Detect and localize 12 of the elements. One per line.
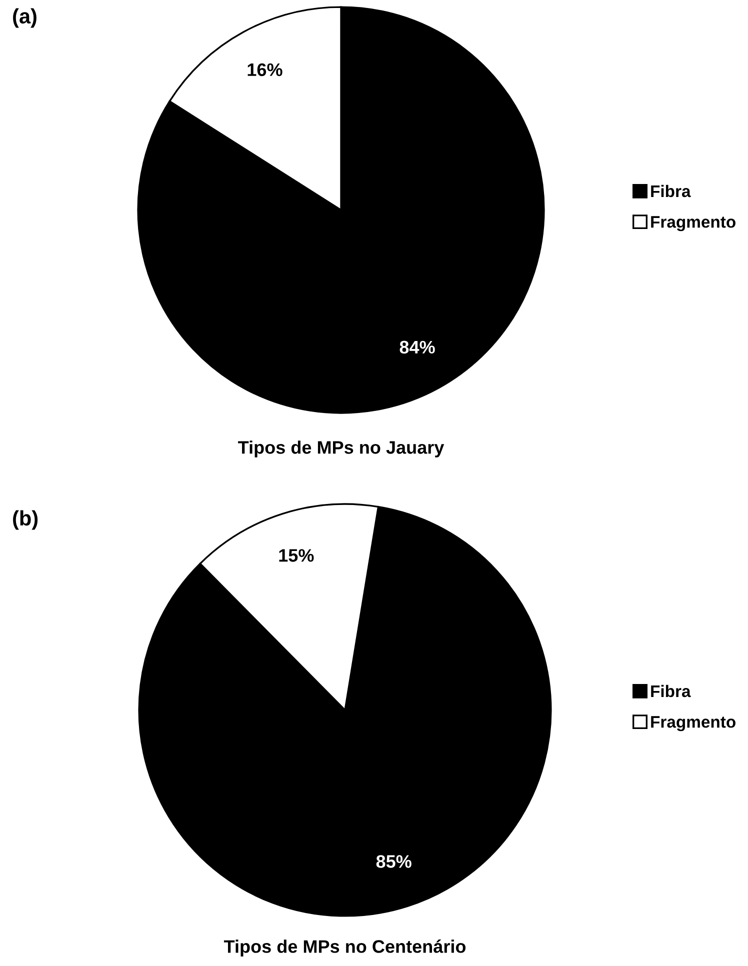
legend-label: Fragmento	[651, 216, 736, 232]
data-label: 16%	[248, 63, 282, 76]
legend-label: Fibra	[651, 184, 691, 198]
text: Tipos de MPs no Jauary	[238, 440, 444, 458]
legend-label: Fibra	[651, 684, 691, 698]
data-label: 84%	[400, 340, 435, 354]
text: (a)	[13, 8, 36, 28]
data-label: 15%	[279, 549, 314, 562]
data-label: 85%	[376, 855, 412, 868]
text: (b)	[13, 510, 38, 530]
legend-label: Fragmento	[651, 716, 736, 732]
text: Tipos de MPs no Centenário	[224, 940, 466, 956]
